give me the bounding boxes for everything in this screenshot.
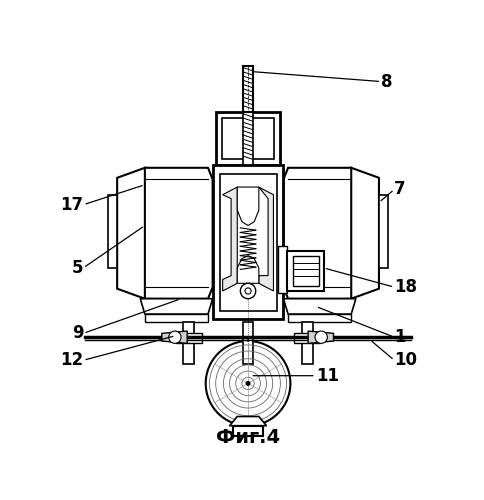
Bar [183, 322, 194, 364]
Circle shape [169, 331, 181, 344]
Polygon shape [237, 187, 259, 226]
Text: Фиг.4: Фиг.4 [216, 428, 280, 447]
Polygon shape [308, 331, 333, 344]
Polygon shape [162, 331, 187, 344]
Bar [242, 112, 254, 164]
Text: 10: 10 [394, 352, 417, 370]
Bar [222, 118, 274, 160]
Bar [176, 334, 202, 342]
Text: 17: 17 [60, 196, 83, 214]
Text: 5: 5 [72, 259, 83, 277]
Bar [278, 246, 287, 292]
Bar [293, 256, 319, 286]
Polygon shape [223, 187, 237, 291]
Circle shape [315, 331, 327, 344]
Polygon shape [284, 168, 356, 298]
Text: 7: 7 [394, 180, 406, 198]
Bar [288, 314, 351, 322]
Bar [294, 334, 320, 342]
Bar [287, 251, 324, 291]
Polygon shape [284, 298, 356, 314]
Bar [108, 194, 117, 268]
Bar [379, 194, 388, 268]
Polygon shape [140, 298, 212, 314]
Bar [145, 314, 208, 322]
Polygon shape [237, 256, 259, 283]
Polygon shape [259, 187, 273, 291]
Bar [242, 66, 254, 112]
Text: 1: 1 [394, 328, 406, 346]
Polygon shape [229, 416, 267, 426]
Bar [233, 426, 263, 436]
Polygon shape [117, 168, 145, 298]
Bar [212, 164, 284, 318]
Polygon shape [351, 168, 379, 298]
Bar [302, 322, 313, 364]
Circle shape [241, 284, 256, 298]
Text: 18: 18 [394, 278, 417, 296]
Text: 11: 11 [316, 366, 339, 384]
Text: 9: 9 [72, 324, 83, 342]
Polygon shape [140, 168, 212, 298]
Bar [220, 174, 276, 311]
Circle shape [246, 382, 250, 386]
Text: 8: 8 [381, 72, 393, 90]
Bar [216, 112, 280, 164]
Text: 12: 12 [60, 352, 83, 370]
Circle shape [206, 341, 290, 426]
Bar [242, 322, 254, 364]
Circle shape [245, 288, 251, 294]
